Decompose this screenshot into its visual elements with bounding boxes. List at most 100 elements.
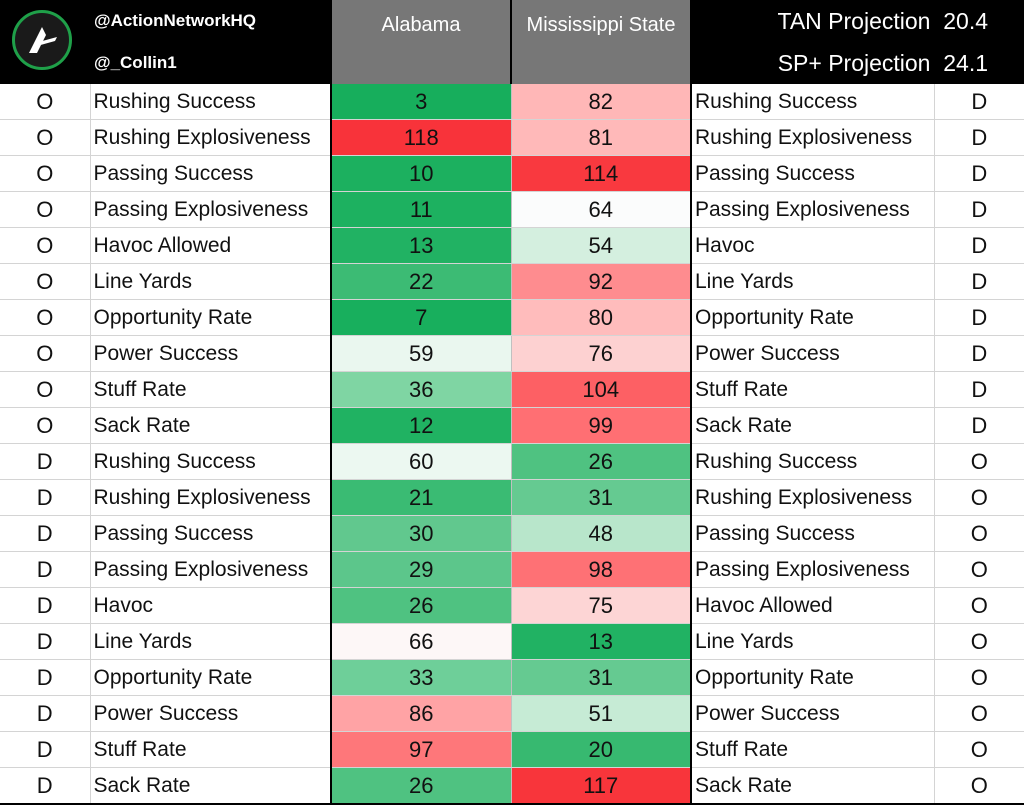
right-side-cell: O — [933, 551, 1024, 588]
right-metric-cell: Opportunity Rate — [691, 659, 934, 696]
left-metric-cell: Passing Explosiveness — [90, 191, 331, 228]
left-metric-cell: Passing Success — [90, 155, 331, 192]
left-metric-cell: Sack Rate — [90, 767, 331, 805]
handle-secondary: @_Collin1 — [90, 42, 331, 84]
left-metric-cell: Rushing Success — [90, 84, 331, 120]
alabama-value-cell: 30 — [330, 515, 511, 552]
team-header-msu: Mississippi State — [510, 0, 692, 84]
left-metric-cell: Sack Rate — [90, 407, 331, 444]
right-metric-cell: Rushing Explosiveness — [691, 119, 934, 156]
msu-value-cell: 26 — [510, 443, 692, 480]
left-side-cell: O — [0, 191, 91, 228]
sp-projection-label: SP+ Projection — [777, 49, 931, 76]
right-metric-cell: Passing Explosiveness — [691, 191, 934, 228]
msu-value-cell: 99 — [510, 407, 692, 444]
right-side-cell: O — [933, 515, 1024, 552]
msu-value-cell: 114 — [510, 155, 692, 192]
tan-projection-label: TAN Projection — [777, 7, 931, 34]
msu-value-cell: 104 — [510, 371, 692, 408]
left-side-cell: D — [0, 479, 91, 516]
msu-value-cell: 31 — [510, 479, 692, 516]
table-row: O Opportunity Rate 7 80 Opportunity Rate D — [0, 299, 1024, 336]
left-metric-cell: Opportunity Rate — [90, 299, 331, 336]
left-metric-cell: Stuff Rate — [90, 371, 331, 408]
right-metric-cell: Havoc Allowed — [691, 587, 934, 624]
right-side-cell: O — [933, 623, 1024, 660]
right-metric-cell: Rushing Success — [691, 84, 934, 120]
tan-projection-value: 20.4 — [943, 7, 989, 34]
left-side-cell: D — [0, 551, 91, 588]
right-metric-cell: Passing Success — [691, 155, 934, 192]
msu-value-cell: 117 — [510, 767, 692, 805]
left-side-cell: O — [0, 155, 91, 192]
right-metric-cell: Stuff Rate — [691, 731, 934, 768]
left-metric-cell: Passing Explosiveness — [90, 551, 331, 588]
table-row: D Sack Rate 26 117 Sack Rate O — [0, 767, 1024, 805]
right-side-cell: O — [933, 443, 1024, 480]
table-row: O Passing Success 10 114 Passing Success D — [0, 155, 1024, 192]
left-metric-cell: Line Yards — [90, 623, 331, 660]
msu-value-cell: 31 — [510, 659, 692, 696]
table-row: D Rushing Success 60 26 Rushing Success O — [0, 443, 1024, 480]
table-row: D Line Yards 66 13 Line Yards O — [0, 623, 1024, 660]
table-row: O Passing Explosiveness 11 64 Passing Explos… — [0, 191, 1024, 228]
alabama-value-cell: 86 — [330, 695, 511, 732]
table-row: O Line Yards 22 92 Line Yards D — [0, 263, 1024, 300]
alabama-value-cell: 60 — [330, 443, 511, 480]
msu-value-cell: 13 — [510, 623, 692, 660]
alabama-value-cell: 21 — [330, 479, 511, 516]
right-side-cell: O — [933, 767, 1024, 805]
right-side-cell: D — [933, 155, 1024, 192]
alabama-value-cell: 97 — [330, 731, 511, 768]
alabama-value-cell: 3 — [330, 84, 511, 120]
msu-value-cell: 75 — [510, 587, 692, 624]
table-row: D Stuff Rate 97 20 Stuff Rate O — [0, 731, 1024, 768]
right-metric-cell: Rushing Success — [691, 443, 934, 480]
team-header-alabama: Alabama — [330, 0, 511, 84]
alabama-value-cell: 118 — [330, 119, 511, 156]
alabama-value-cell: 10 — [330, 155, 511, 192]
msu-value-cell: 82 — [510, 84, 692, 120]
msu-value-cell: 20 — [510, 731, 692, 768]
table-row: O Rushing Success 3 82 Rushing Success D — [0, 84, 1024, 120]
handle-primary: @ActionNetworkHQ — [90, 0, 331, 42]
left-side-cell: D — [0, 515, 91, 552]
left-metric-cell: Line Yards — [90, 263, 331, 300]
alabama-value-cell: 12 — [330, 407, 511, 444]
left-metric-cell: Rushing Explosiveness — [90, 119, 331, 156]
alabama-value-cell: 7 — [330, 299, 511, 336]
alabama-value-cell: 36 — [330, 371, 511, 408]
sp-projection: SP+ Projection 24.1 — [691, 42, 1024, 84]
action-network-logo-icon — [12, 10, 72, 70]
left-metric-cell: Rushing Explosiveness — [90, 479, 331, 516]
alabama-value-cell: 26 — [330, 587, 511, 624]
right-metric-cell: Sack Rate — [691, 767, 934, 805]
left-metric-cell: Rushing Success — [90, 443, 331, 480]
msu-value-cell: 48 — [510, 515, 692, 552]
sp-projection-value: 24.1 — [943, 49, 989, 76]
right-side-cell: D — [933, 84, 1024, 120]
right-metric-cell: Passing Explosiveness — [691, 551, 934, 588]
left-metric-cell: Power Success — [90, 695, 331, 732]
left-side-cell: O — [0, 299, 91, 336]
msu-value-cell: 64 — [510, 191, 692, 228]
alabama-value-cell: 33 — [330, 659, 511, 696]
right-side-cell: O — [933, 731, 1024, 768]
left-side-cell: O — [0, 227, 91, 264]
table-row: D Rushing Explosiveness 21 31 Rushing Explos… — [0, 479, 1024, 516]
right-side-cell: O — [933, 587, 1024, 624]
right-metric-cell: Passing Success — [691, 515, 934, 552]
left-side-cell: D — [0, 623, 91, 660]
right-metric-cell: Havoc — [691, 227, 934, 264]
right-side-cell: O — [933, 659, 1024, 696]
right-side-cell: O — [933, 695, 1024, 732]
right-side-cell: D — [933, 263, 1024, 300]
right-metric-cell: Power Success — [691, 335, 934, 372]
right-metric-cell: Line Yards — [691, 623, 934, 660]
left-side-cell: D — [0, 443, 91, 480]
left-metric-cell: Havoc — [90, 587, 331, 624]
table-row: O Rushing Explosiveness 118 81 Rushing Explo… — [0, 119, 1024, 156]
table-row: O Sack Rate 12 99 Sack Rate D — [0, 407, 1024, 444]
left-side-cell: O — [0, 335, 91, 372]
msu-value-cell: 76 — [510, 335, 692, 372]
